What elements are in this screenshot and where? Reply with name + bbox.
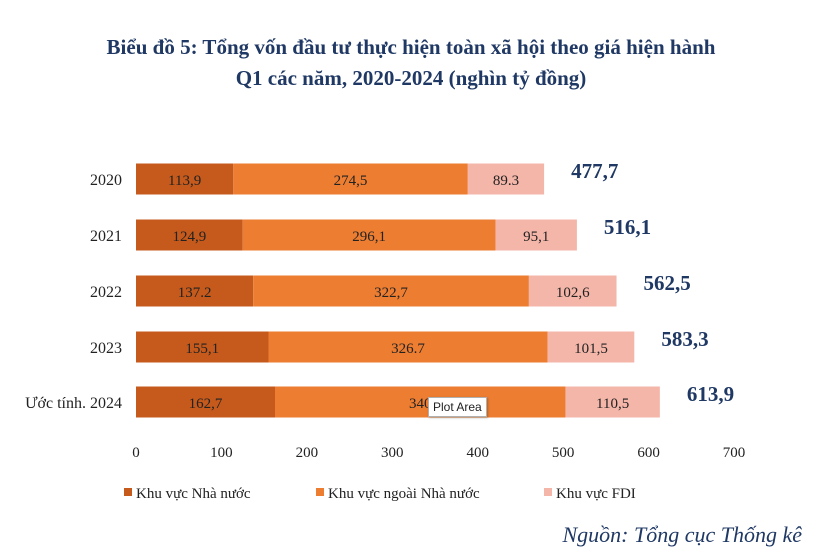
x-tick-label: 0: [132, 445, 140, 461]
bar-segment: [528, 275, 617, 307]
data-label: 110,5: [596, 396, 629, 412]
bar-segment: [233, 163, 468, 195]
category-label: Ước tính. 2024: [25, 395, 122, 412]
x-tick-label: 600: [637, 445, 660, 461]
data-label: 155,1: [185, 341, 219, 357]
plot-area-tooltip: Plot Area: [428, 397, 487, 417]
x-tick-label: 200: [296, 445, 319, 461]
legend-swatch: [544, 488, 552, 496]
data-label: 124,9: [172, 229, 206, 245]
source-note: Nguồn: Tổng cục Thống kê: [562, 522, 802, 547]
legend-label: Khu vực ngoài Nhà nước: [328, 486, 480, 502]
bar-segment: [136, 386, 275, 418]
chart-title: Biểu đồ 5: Tổng vốn đầu tư thực hiện toà…: [0, 32, 822, 94]
data-label: 102,6: [556, 285, 590, 301]
total-label: 516,1: [604, 215, 651, 239]
x-tick-label: 300: [381, 445, 404, 461]
legend-label: Khu vực Nhà nước: [136, 486, 251, 502]
data-label: 296,1: [352, 229, 386, 245]
data-label: 274,5: [334, 173, 368, 189]
data-label: 137.2: [178, 285, 212, 301]
bar-segment: [274, 386, 566, 418]
data-label: 326.7: [391, 341, 425, 357]
legend-swatch: [124, 488, 132, 496]
total-label: 583,3: [661, 327, 708, 351]
x-tick-label: 400: [466, 445, 489, 461]
data-label: 89.3: [493, 173, 519, 189]
total-label: 562,5: [644, 271, 691, 295]
data-label: 95,1: [523, 229, 549, 245]
x-tick-label: 700: [723, 445, 746, 461]
bar-segment: [547, 331, 635, 363]
data-label: 322,7: [374, 285, 408, 301]
legend-label: Khu vực FDI: [556, 486, 636, 502]
category-label: 2021: [90, 228, 122, 245]
chart-title-line-1: Biểu đồ 5: Tổng vốn đầu tư thực hiện toà…: [106, 35, 716, 59]
bar-segment: [565, 386, 660, 418]
total-label: 477,7: [571, 159, 618, 183]
bar-segment: [136, 331, 269, 363]
bar-segment: [495, 219, 577, 251]
category-label: 2022: [90, 284, 122, 301]
data-label: 101,5: [574, 341, 608, 357]
bar-segment: [253, 275, 529, 307]
bar-segment: [242, 219, 496, 251]
category-label: 2020: [90, 172, 122, 189]
chart-title-line-2: Q1 các năm, 2020-2024 (nghìn tỷ đồng): [235, 66, 587, 90]
data-label: 162,7: [189, 396, 223, 412]
bar-segment: [268, 331, 548, 363]
bar-segment: [136, 219, 243, 251]
data-label: 113,9: [168, 173, 201, 189]
x-tick-label: 100: [210, 445, 233, 461]
bar-segment: [136, 163, 234, 195]
x-tick-label: 500: [552, 445, 575, 461]
total-label: 613,9: [687, 382, 734, 406]
bar-segment: [136, 275, 254, 307]
legend-swatch: [316, 488, 324, 496]
category-label: 2023: [90, 340, 122, 357]
data-label: 340: [409, 396, 432, 412]
bar-segment: [467, 163, 545, 195]
